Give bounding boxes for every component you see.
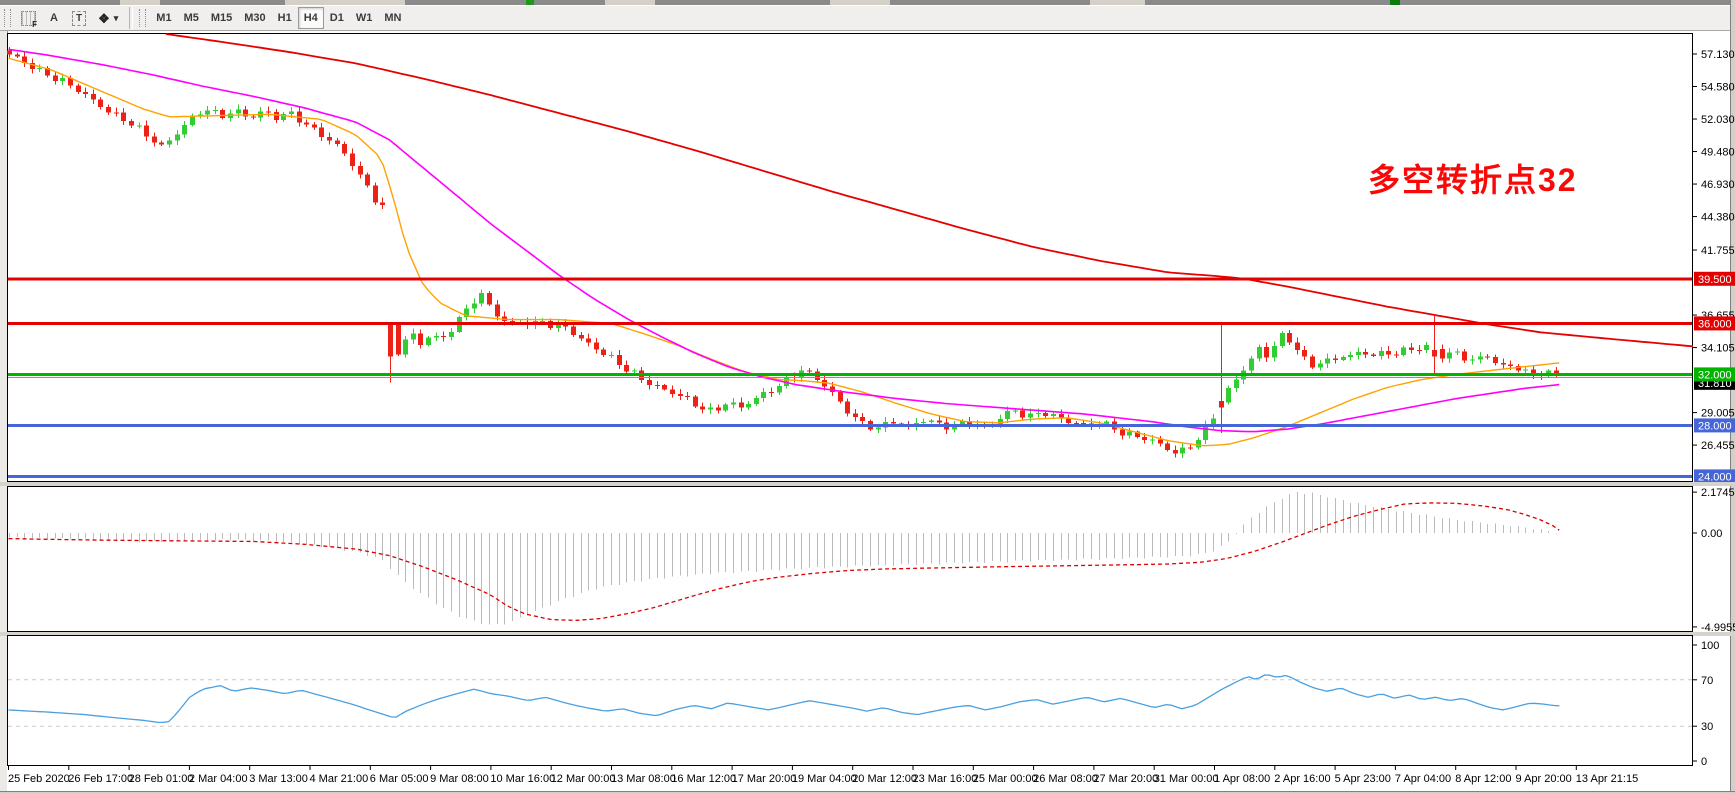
svg-text:8 Apr 12:00: 8 Apr 12:00 [1455,773,1511,785]
svg-text:20 Mar 12:00: 20 Mar 12:00 [852,773,917,785]
text-tool-button[interactable]: T [66,7,92,29]
dropdown-caret-icon[interactable]: ▾ [113,12,119,23]
svg-text:4 Mar 21:00: 4 Mar 21:00 [310,773,369,785]
chart-toolbar: F A T ❖ ▾ M1 M5 M15 M30 H1 H4 D1 W1 MN [0,5,1735,31]
annotation-a-button[interactable]: A [42,7,66,29]
timeframe-drag-handle[interactable] [139,9,147,27]
svg-text:31 Mar 00:00: 31 Mar 00:00 [1154,773,1219,785]
svg-text:24.000: 24.000 [1698,471,1732,482]
svg-text:70: 70 [1701,675,1713,687]
toolbar-separator [129,7,134,29]
window-right-frame [1730,0,1735,794]
snap-grid-button[interactable]: F [15,7,42,29]
shapes-button[interactable]: ❖ ▾ [92,7,124,29]
time-axis[interactable]: 25 Feb 2020 26 Feb 17:00 28 Feb 01:00 2 Mar… [7,766,1735,791]
chart-annotation-text[interactable]: 多空转折点32 [1368,162,1578,198]
ohlc-values: 31.810 31.810 31.810 31.810 [83,36,241,50]
macd-values-label: -0.0375 0.1513 [92,488,167,500]
toolbar-fragment [830,0,890,5]
svg-text:17 Mar 20:00: 17 Mar 20:00 [732,773,797,785]
shapes-icon: ❖ [98,10,110,26]
rsi-name-label: RSI(14) [13,637,51,649]
svg-text:9 Mar 08:00: 9 Mar 08:00 [430,773,489,785]
tf-button-D1[interactable]: D1 [324,7,350,29]
svg-text:7 Apr 04:00: 7 Apr 04:00 [1395,773,1451,785]
main-chart-canvas[interactable]: 57.13054.58052.03049.48046.93044.38041.7… [7,33,1735,482]
pane-resize-handle[interactable] [0,482,1735,486]
toolbar-fragment [605,0,655,5]
svg-text:27 Mar 20:00: 27 Mar 20:00 [1093,773,1158,785]
svg-text:0.00: 0.00 [1701,528,1722,540]
timeframe-group: M1 M5 M15 M30 H1 H4 D1 W1 MN [150,7,407,29]
macd-title: MACD(12,26,9) -0.0375 0.1513 [13,488,167,500]
svg-text:1 Apr 08:00: 1 Apr 08:00 [1214,773,1270,785]
svg-text:2 Apr 16:00: 2 Apr 16:00 [1274,773,1330,785]
svg-text:25 Feb 2020: 25 Feb 2020 [8,773,70,785]
svg-text:16 Mar 12:00: 16 Mar 12:00 [671,773,736,785]
svg-text:13 Apr 21:15: 13 Apr 21:15 [1576,773,1638,785]
rsi-pane[interactable]: RSI(14) 47.5546 100 70 30 0 [7,635,1735,766]
tf-button-MN[interactable]: MN [378,7,407,29]
svg-text:31.810: 31.810 [1698,378,1732,390]
svg-text:26 Mar 08:00: 26 Mar 08:00 [1033,773,1098,785]
svg-text:28.000: 28.000 [1698,420,1732,432]
svg-text:10 Mar 16:00: 10 Mar 16:00 [490,773,555,785]
text-tool-icon: T [72,10,87,26]
rsi-canvas[interactable]: 100 70 30 0 [7,635,1735,766]
main-chart-pane[interactable]: ▼ UKOil-,H4 31.810 31.810 31.810 31.810 多… [7,33,1735,482]
toolbar-fragment [120,0,160,5]
svg-text:100: 100 [1701,640,1719,652]
svg-text:2 Mar 04:00: 2 Mar 04:00 [189,773,248,785]
toolbar-drag-handle[interactable] [4,9,11,27]
symbol-timeframe-label: UKOil-,H4 [25,36,80,50]
chart-symbol-title: ▼ UKOil-,H4 31.810 31.810 31.810 31.810 [13,36,240,50]
symbol-dropdown-icon[interactable]: ▼ [13,39,22,49]
svg-text:3 Mar 13:00: 3 Mar 13:00 [249,773,308,785]
tf-button-H4[interactable]: H4 [297,7,324,29]
macd-name-label: MACD(12,26,9) [13,488,90,500]
pane-resize-handle[interactable] [0,632,1735,636]
svg-text:9 Apr 20:00: 9 Apr 20:00 [1516,773,1572,785]
svg-text:32.000: 32.000 [1698,369,1732,381]
status-fragment [1390,0,1400,5]
svg-text:19 Mar 04:00: 19 Mar 04:00 [792,773,857,785]
tf-button-M1[interactable]: M1 [150,7,177,29]
svg-text:0: 0 [1701,756,1707,766]
toolbar-fragment [1090,0,1145,5]
tf-button-M5[interactable]: M5 [178,7,205,29]
svg-text:36.000: 36.000 [1698,318,1732,330]
macd-pane[interactable]: MACD(12,26,9) -0.0375 0.1513 2.1745 0.00-… [7,486,1735,632]
svg-text:13 Mar 08:00: 13 Mar 08:00 [611,773,676,785]
svg-text:39.500: 39.500 [1698,274,1732,286]
rsi-value-label: 47.5546 [53,637,94,649]
a-letter-icon: A [50,12,58,24]
grid-icon: F [21,10,37,29]
rsi-title: RSI(14) 47.5546 [13,637,94,649]
svg-text:5 Apr 23:00: 5 Apr 23:00 [1335,773,1391,785]
svg-text:6 Mar 05:00: 6 Mar 05:00 [370,773,429,785]
toolbar-fragment [285,0,405,5]
svg-text:28 Feb 01:00: 28 Feb 01:00 [129,773,194,785]
svg-text:23 Mar 16:00: 23 Mar 16:00 [913,773,978,785]
tf-button-W1[interactable]: W1 [350,7,379,29]
status-fragment [526,0,534,5]
window-bottom-frame [0,791,1735,794]
tf-button-M15[interactable]: M15 [205,7,238,29]
tf-button-H1[interactable]: H1 [272,7,298,29]
clipped-toolbar-strip [0,0,1735,5]
svg-text:12 Mar 00:00: 12 Mar 00:00 [551,773,616,785]
svg-text:25 Mar 00:00: 25 Mar 00:00 [973,773,1038,785]
svg-text:30: 30 [1701,721,1713,733]
svg-text:26 Feb 17:00: 26 Feb 17:00 [68,773,133,785]
tf-button-M30[interactable]: M30 [238,7,271,29]
